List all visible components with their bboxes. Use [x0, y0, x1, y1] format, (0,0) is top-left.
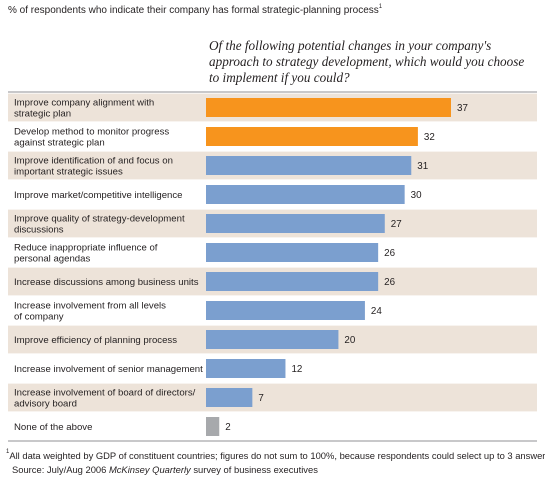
category-label: Develop method to monitor progress agains… [14, 126, 169, 148]
data-label: 26 [384, 277, 395, 288]
data-label: 30 [411, 190, 422, 201]
category-label: Improve efficiency of planning process [14, 335, 177, 346]
footnote: 1All data weighted by GDP of constituent… [6, 449, 545, 461]
category-label: Improve company alignment with strategic … [14, 97, 154, 119]
bar [206, 417, 220, 436]
bar [206, 156, 412, 175]
data-label: 37 [457, 103, 468, 114]
category-label: Increase involvement of senior managemen… [14, 364, 203, 375]
bar [206, 359, 286, 378]
category-label: Increase involvement of board of directo… [14, 387, 196, 409]
data-label: 32 [424, 132, 435, 143]
row-band [8, 383, 537, 412]
chart-subtitle: % of respondents who indicate their comp… [8, 4, 383, 16]
row-band [8, 412, 537, 441]
data-labels-layer: 37 32 31 30 27 26 26 24 20 12 7 2 [225, 103, 468, 433]
bar [206, 272, 379, 291]
category-label: Increase involvement from all levels of c… [14, 300, 166, 322]
footnote-mark: 1 [378, 4, 383, 10]
bar [206, 185, 405, 204]
category-labels-layer: Improve company alignment with strategic … [14, 97, 203, 433]
bar [206, 243, 379, 262]
category-label: Improve market/competitive intelligence [14, 190, 183, 201]
category-label: Increase discussions among business unit… [14, 277, 199, 288]
data-label: 26 [384, 248, 395, 259]
bar [206, 127, 418, 146]
bar [206, 214, 385, 233]
data-label: 27 [391, 219, 402, 230]
bar [206, 388, 253, 407]
bars-layer [206, 98, 451, 436]
category-label: None of the above [14, 422, 92, 433]
bar [206, 301, 365, 320]
data-label: 24 [371, 306, 382, 317]
data-label: 31 [417, 161, 428, 172]
source-publication: McKinsey Quarterly [108, 464, 191, 475]
survey-question: Of the following potential changes in yo… [209, 38, 525, 85]
footnote-mark: 1 [6, 449, 10, 455]
category-label: Reduce inappropriate influence of persona… [14, 242, 158, 264]
data-label: 12 [291, 364, 302, 375]
category-label: Improve identification of and focus on im… [14, 155, 173, 177]
bar [206, 330, 339, 349]
data-label: 20 [344, 335, 355, 346]
source-note: Source: July/Aug 2006 McKinsey Quarterly… [12, 464, 318, 475]
data-label: 7 [258, 393, 263, 404]
data-label: 2 [225, 422, 230, 433]
bar [206, 98, 451, 117]
category-label: Improve quality of strategy-development d… [14, 213, 185, 235]
